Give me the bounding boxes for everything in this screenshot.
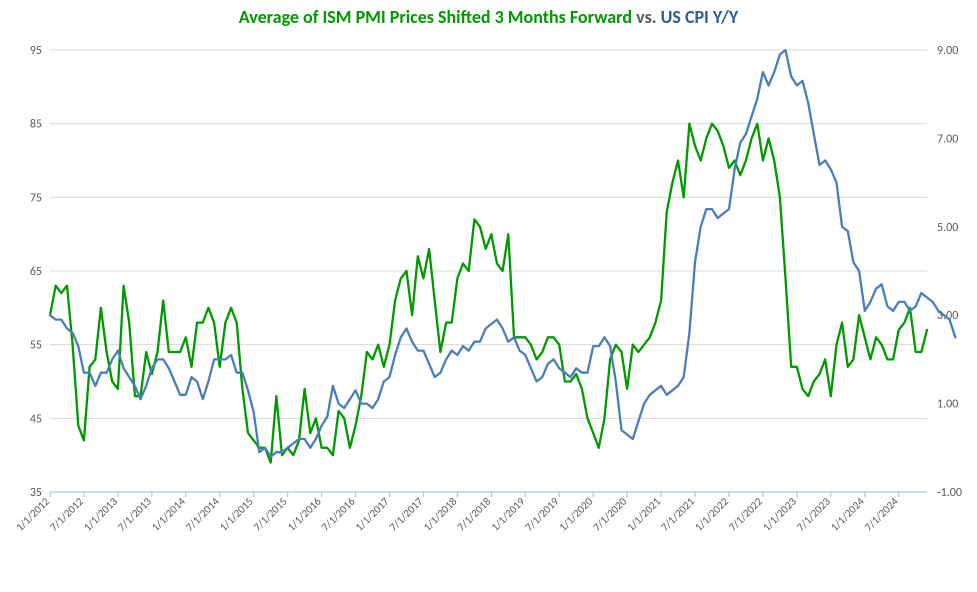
x-tick-label: 1/1/2022 (692, 495, 731, 534)
x-tick-label: 7/1/2016 (319, 495, 358, 534)
x-tick-label: 7/1/2017 (387, 495, 426, 534)
x-tick-label: 1/1/2019 (489, 495, 528, 534)
x-tick-label: 1/1/2013 (81, 495, 120, 534)
x-tick-label: 1/1/2024 (828, 495, 867, 534)
y-left-tick-label: 85 (30, 118, 42, 132)
chart-canvas: 35455565758595-1.001.003.005.007.009.001… (0, 0, 977, 592)
x-tick-label: 1/1/2015 (217, 495, 256, 534)
x-tick-label: 1/1/2020 (556, 495, 595, 534)
y-left-tick-label: 45 (30, 412, 42, 426)
y-left-tick-label: 55 (30, 339, 42, 353)
series-us_cpi_yoy (50, 50, 955, 457)
x-tick-label: 7/1/2022 (726, 495, 765, 534)
x-tick-label: 1/1/2012 (13, 495, 52, 534)
x-tick-label: 1/1/2016 (285, 495, 324, 534)
x-tick-label: 1/1/2017 (353, 495, 392, 534)
x-tick-label: 7/1/2018 (455, 495, 494, 534)
y-left-tick-label: 75 (30, 191, 42, 205)
y-right-tick-label: 9.00 (937, 44, 958, 58)
x-tick-label: 7/1/2023 (794, 495, 833, 534)
x-tick-label: 1/1/2021 (624, 495, 663, 534)
y-left-tick-label: 95 (30, 44, 42, 58)
y-right-tick-label: 1.00 (937, 398, 958, 412)
series-ism_pmi_prices_3m_fwd_avg (50, 124, 927, 463)
x-tick-label: 1/1/2014 (149, 495, 188, 534)
y-right-tick-label: 7.00 (937, 132, 958, 146)
x-tick-label: 7/1/2019 (522, 495, 561, 534)
x-tick-label: 7/1/2012 (47, 495, 86, 534)
x-tick-label: 7/1/2021 (658, 495, 697, 534)
y-right-tick-label: -1.00 (937, 486, 962, 500)
y-left-tick-label: 65 (30, 265, 42, 279)
x-tick-label: 7/1/2024 (862, 495, 901, 534)
y-right-tick-label: 5.00 (937, 221, 958, 235)
x-tick-label: 7/1/2014 (183, 495, 222, 534)
x-tick-label: 7/1/2015 (251, 495, 290, 534)
x-tick-label: 7/1/2020 (590, 495, 629, 534)
x-tick-label: 1/1/2023 (760, 495, 799, 534)
x-tick-label: 7/1/2013 (115, 495, 154, 534)
x-tick-label: 1/1/2018 (421, 495, 460, 534)
